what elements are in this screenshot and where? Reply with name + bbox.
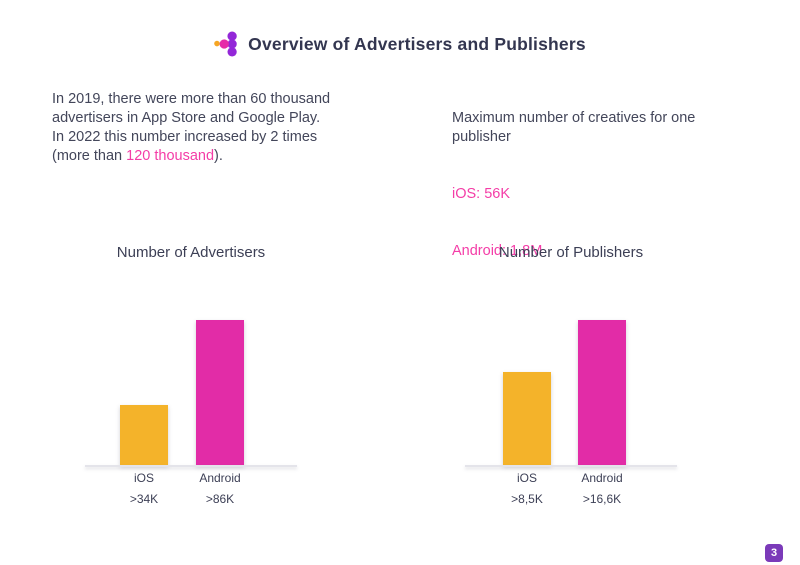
- advertisers-android-label: Android: [199, 471, 241, 485]
- advertisers-ios-label: iOS: [133, 471, 154, 485]
- publishers-chart-title: Number of Publishers: [498, 244, 644, 261]
- advertisers-ios-value: >34K: [129, 492, 159, 506]
- publishers-ios-label: iOS: [516, 471, 537, 485]
- advertisers-android-value: >86K: [205, 492, 235, 506]
- page-title: Overview of Advertisers and Publishers: [248, 33, 586, 54]
- dot-cluster-icon: [214, 31, 237, 57]
- publishers-plot-area: [465, 260, 677, 467]
- advertisers-plot-area: [85, 260, 297, 467]
- advertisers-chart: Number of Advertisers iOS Android >34K >…: [85, 240, 297, 515]
- creatives-ios-value: iOS: 56K: [452, 186, 511, 202]
- creatives-android-value: Android: 1,8M: [452, 243, 543, 259]
- intro-creatives-block: Maximum number of creatives for one publ…: [452, 90, 772, 261]
- publishers-ios-bar: [503, 372, 551, 465]
- intro-text-after: ).: [214, 148, 223, 164]
- publishers-chart: Number of Publishers iOS Android >8,5K >…: [465, 240, 677, 515]
- page-number-badge: 3: [765, 544, 783, 562]
- advertisers-ios-bar: [120, 405, 168, 465]
- intro-text-before: In 2019, there were more than 60 thousan…: [52, 91, 331, 164]
- x-axis-line: [465, 465, 677, 467]
- publishers-ios-value: >8,5K: [511, 492, 543, 506]
- intro-highlight-120-thousand: 120 thousand: [126, 148, 215, 164]
- publishers-android-bar: [578, 320, 626, 465]
- publishers-android-value: >16,6K: [582, 492, 622, 506]
- creatives-heading: Maximum number of creatives for one publ…: [452, 110, 696, 145]
- advertisers-android-bar: [196, 320, 244, 465]
- advertisers-chart-title: Number of Advertisers: [116, 244, 266, 261]
- intro-advertisers-text: In 2019, there were more than 60 thousan…: [52, 90, 412, 166]
- publishers-android-label: Android: [581, 471, 623, 485]
- slide-header: Overview of Advertisers and Publishers: [0, 31, 800, 57]
- x-axis-line: [85, 465, 297, 467]
